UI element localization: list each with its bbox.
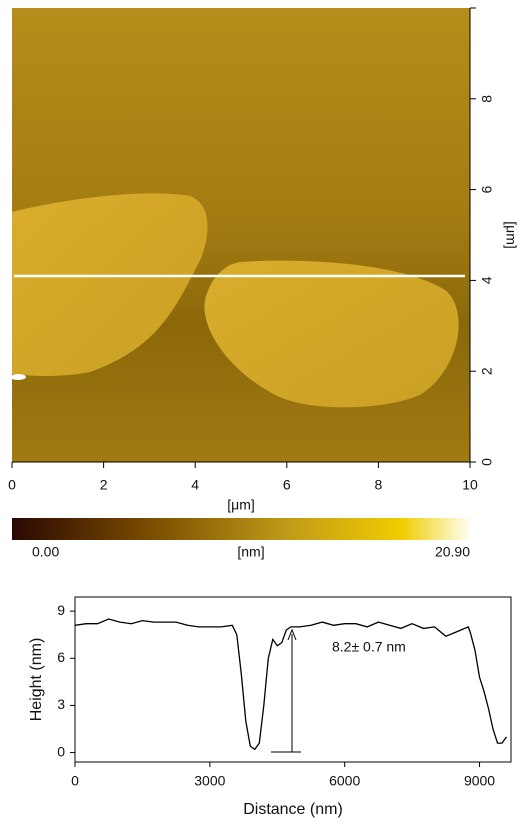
x-axis-label: Distance (nm) — [243, 801, 343, 818]
annotation: 8.2± 0.7 nm — [332, 639, 406, 655]
x-tick-label: 6 — [283, 477, 291, 493]
y-tick-label: 0 — [479, 458, 495, 466]
x-tick-label: 0 — [8, 477, 16, 493]
y-tick-label: 4 — [479, 276, 495, 284]
afm-image — [12, 8, 470, 462]
y-axis-label: Height (nm) — [28, 638, 45, 722]
y-tick-label: 8 — [479, 95, 495, 103]
x-tick-label: 10 — [462, 477, 478, 493]
y-tick-label: 6 — [57, 649, 65, 665]
profile-line — [74, 618, 508, 751]
x-tick-label: 6000 — [329, 773, 360, 789]
x-tick-label: 2 — [100, 477, 108, 493]
x-axis-label: [μm] — [227, 497, 255, 513]
colorbar-tick-label: 0.00 — [32, 544, 59, 560]
x-tick-label: 3000 — [194, 773, 225, 789]
x-tick-label: 0 — [71, 773, 79, 789]
colorbar-label: [nm] — [237, 544, 264, 560]
x-tick-label: 8 — [375, 477, 383, 493]
y-tick-label: 0 — [57, 743, 65, 759]
x-tick-label: 9000 — [464, 773, 495, 789]
y-tick-label: 3 — [57, 696, 65, 712]
y-axis-label: [μm] — [503, 221, 519, 249]
x-tick-label: 4 — [191, 477, 199, 493]
y-tick-label: 2 — [479, 367, 495, 375]
annotation-arrowhead — [287, 628, 297, 641]
y-tick-label: 9 — [57, 602, 65, 618]
colorbar — [12, 518, 470, 540]
colorbar-tick-label: 20.90 — [435, 544, 470, 560]
plot-frame — [74, 596, 512, 763]
y-tick-label: 6 — [479, 185, 495, 193]
